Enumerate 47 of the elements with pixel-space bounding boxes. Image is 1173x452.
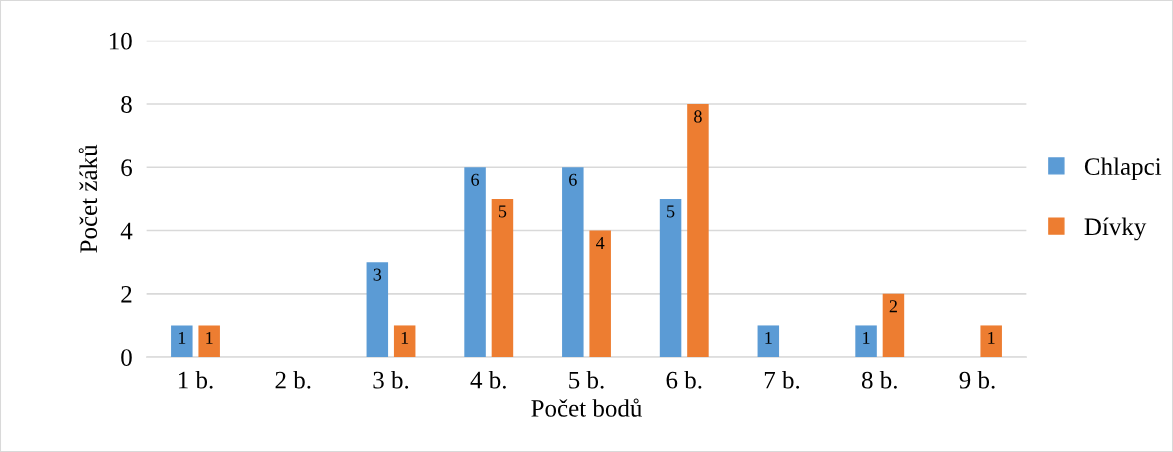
data-label: 6: [471, 173, 480, 186]
y-tick-label: 8: [121, 96, 132, 113]
data-label: 1: [988, 331, 995, 344]
x-tick-label: 7 b.: [764, 370, 800, 389]
x-tick-label: 9 b.: [959, 370, 995, 389]
y-tick-label: 10: [109, 32, 132, 50]
data-label: 1: [178, 331, 186, 344]
y-tick-label: 6: [121, 159, 132, 177]
y-tick-label: 0: [121, 349, 132, 366]
data-label: 5: [498, 205, 507, 218]
data-label: 1: [401, 331, 409, 344]
data-label: 5: [667, 205, 675, 218]
legend-label: Dívky: [1084, 217, 1147, 241]
bar: [491, 198, 514, 358]
bar: [198, 325, 220, 358]
x-tick-label: 2 b.: [275, 370, 311, 389]
data-label: 1: [863, 331, 870, 344]
x-tick-label: 3 b.: [373, 370, 409, 389]
data-label: 4: [596, 237, 605, 249]
x-tick-label: 8 b.: [861, 370, 897, 389]
bar: [366, 262, 389, 358]
bar: [562, 167, 584, 358]
data-label: 3: [373, 268, 382, 281]
x-tick-label: 6 b.: [666, 370, 702, 389]
bar: [687, 103, 709, 358]
data-label: 1: [206, 331, 213, 344]
x-tick-label: 4 b.: [470, 370, 506, 389]
y-tick-label: 2: [121, 285, 132, 303]
y-axis-title: Počet žáků: [78, 144, 98, 253]
bar: [464, 167, 486, 358]
x-tick-label: 1 b.: [178, 370, 213, 389]
data-label: 6: [569, 173, 577, 186]
y-tick-label: 4: [120, 222, 133, 240]
data-label: 2: [889, 300, 897, 313]
bar: [659, 198, 682, 358]
x-tick-label: 5 b.: [569, 370, 604, 389]
bar: [589, 230, 611, 358]
bar: [393, 325, 416, 358]
data-label: 1: [765, 331, 772, 344]
bar: [855, 325, 877, 358]
x-axis-title: Počet bodů: [531, 398, 642, 417]
bar: [882, 293, 905, 358]
bar: [757, 325, 780, 358]
legend-label: Chlapci: [1084, 157, 1162, 181]
data-label: 8: [694, 110, 702, 123]
bar: [980, 325, 1002, 358]
bar: [171, 325, 193, 358]
